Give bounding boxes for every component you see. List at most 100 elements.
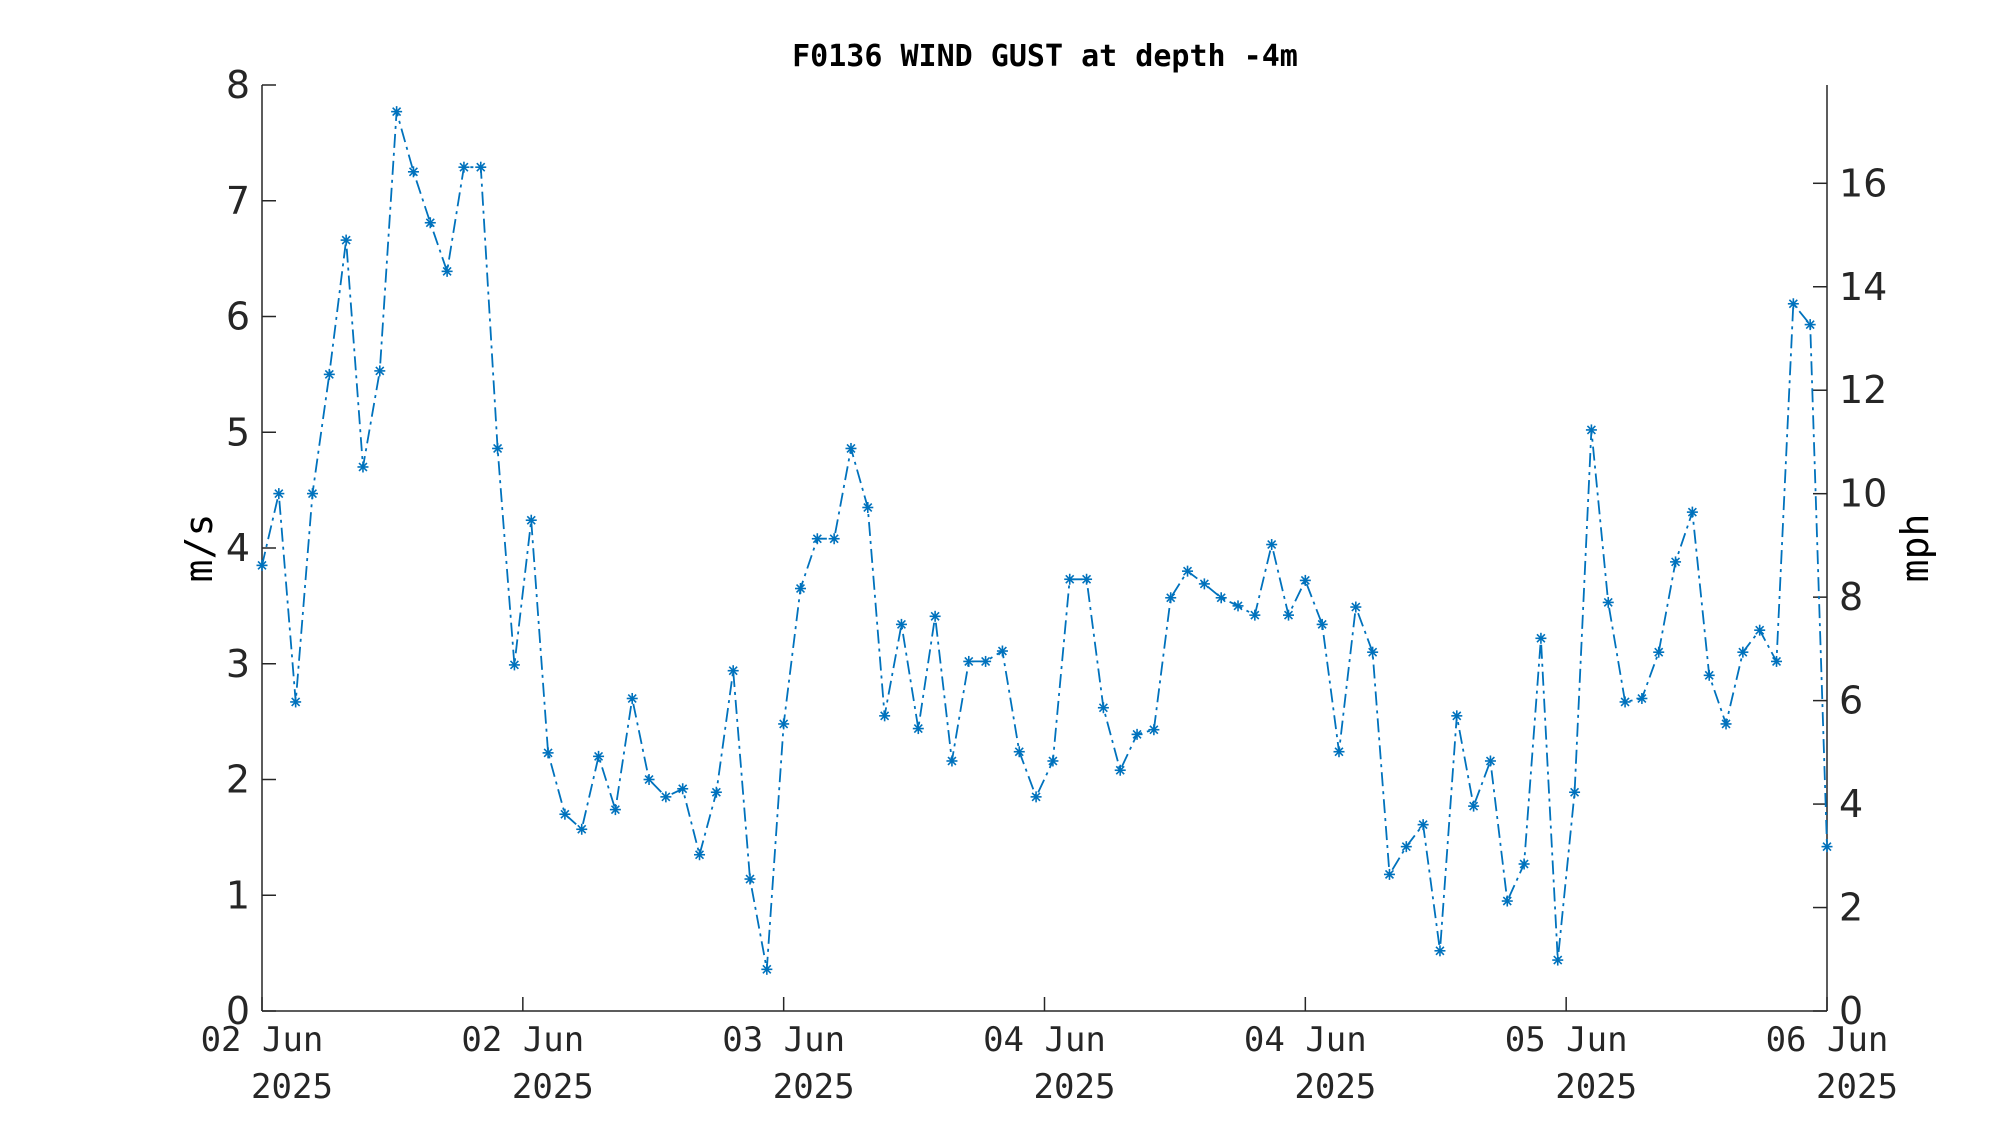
data-point [963,655,975,667]
x-tick-label-year: 2025 [773,1067,855,1107]
data-point [273,488,285,500]
y2-tick-label: 2 [1839,886,1863,930]
data-point [323,368,335,380]
data-point [794,583,806,595]
data-point [1131,728,1143,740]
data-point [542,747,554,759]
x-tick-label-year: 2025 [1294,1067,1376,1107]
x-tick-label-date: 04 Jun [983,1020,1106,1060]
y-tick-label: 5 [226,410,250,454]
y2-axis-label: mph [1893,514,1937,583]
data-point [710,786,722,798]
y-tick-label: 6 [226,295,250,339]
data-point [946,755,958,767]
data-point [1754,624,1766,636]
data-point [492,442,504,454]
data-point [1535,632,1547,644]
data-point [508,659,520,671]
data-point [626,692,638,704]
data-point [1771,655,1783,667]
x-tick-label-year: 2025 [1816,1067,1898,1107]
data-point [1047,755,1059,767]
data-point [929,610,941,622]
y2-tick-label: 10 [1839,472,1887,516]
data-point [1266,539,1278,551]
data-point [845,442,857,454]
data-point [357,461,369,473]
data-point [1283,609,1295,621]
y-tick-label: 4 [226,526,250,570]
data-point [1333,746,1345,758]
x-tick-label-date: 04 Jun [1244,1020,1367,1060]
data-point [1081,573,1093,585]
data-point [1552,954,1564,966]
y-tick-label: 2 [226,758,250,802]
data-point [1383,868,1395,880]
data-point [879,710,891,722]
data-point [1636,692,1648,704]
data-point [912,723,924,735]
data-point [424,217,436,229]
data-point [862,501,874,513]
data-point [1720,718,1732,730]
data-point [576,823,588,835]
data-point [1097,702,1109,714]
data-point [1585,424,1597,436]
y2-tick-label: 12 [1839,368,1887,412]
x-tick-label-date: 02 Jun [461,1020,584,1060]
data-point [1165,592,1177,604]
x-tick-label-year: 2025 [1555,1067,1637,1107]
data-point [895,618,907,630]
x-tick-label-year: 2025 [1034,1067,1116,1107]
series-layer [256,106,1833,975]
data-point [1484,755,1496,767]
data-point [1064,573,1076,585]
y2-tick-label: 6 [1839,679,1863,723]
data-point [1787,298,1799,310]
data-point [458,161,470,173]
data-point [475,161,487,173]
data-point [643,774,655,785]
data-point [1468,800,1480,812]
data-point [306,488,318,500]
data-point [525,514,537,526]
data-point [828,533,840,545]
data-point [660,791,672,803]
data-point [1686,506,1698,518]
data-point [256,559,268,571]
y-tick-label: 0 [226,989,250,1033]
data-point [1013,746,1025,758]
data-point [1148,724,1160,736]
data-point [1299,574,1311,586]
data-point [1518,858,1530,870]
data-point [1434,945,1446,957]
data-point [407,166,419,178]
data-point [1030,791,1042,803]
data-point [290,696,302,708]
data-point [1417,819,1429,831]
data-point [1249,609,1261,621]
x-tick-label-date: 05 Jun [1505,1020,1628,1060]
y2-tick-label: 0 [1839,989,1863,1033]
y2-tick-label: 16 [1839,161,1887,205]
data-point [593,750,605,762]
data-point [980,655,992,667]
data-point [1215,592,1227,604]
series-line [261,111,1828,970]
data-point [559,808,571,820]
data-point [1232,600,1244,612]
data-point [1400,841,1412,853]
data-point [811,533,823,545]
data-point [1501,895,1513,907]
data-point [1350,601,1362,613]
x-tick-label-date: 03 Jun [722,1020,845,1060]
data-point [1367,646,1379,658]
y-tick-label: 3 [226,642,250,686]
y-tick-label: 7 [226,179,250,223]
chart-title: F0136 WIND GUST at depth -4m [792,39,1298,74]
data-point [778,718,790,730]
data-point [609,804,621,816]
data-point [1602,596,1614,608]
x-tick-label-date: 06 Jun [1766,1020,1889,1060]
